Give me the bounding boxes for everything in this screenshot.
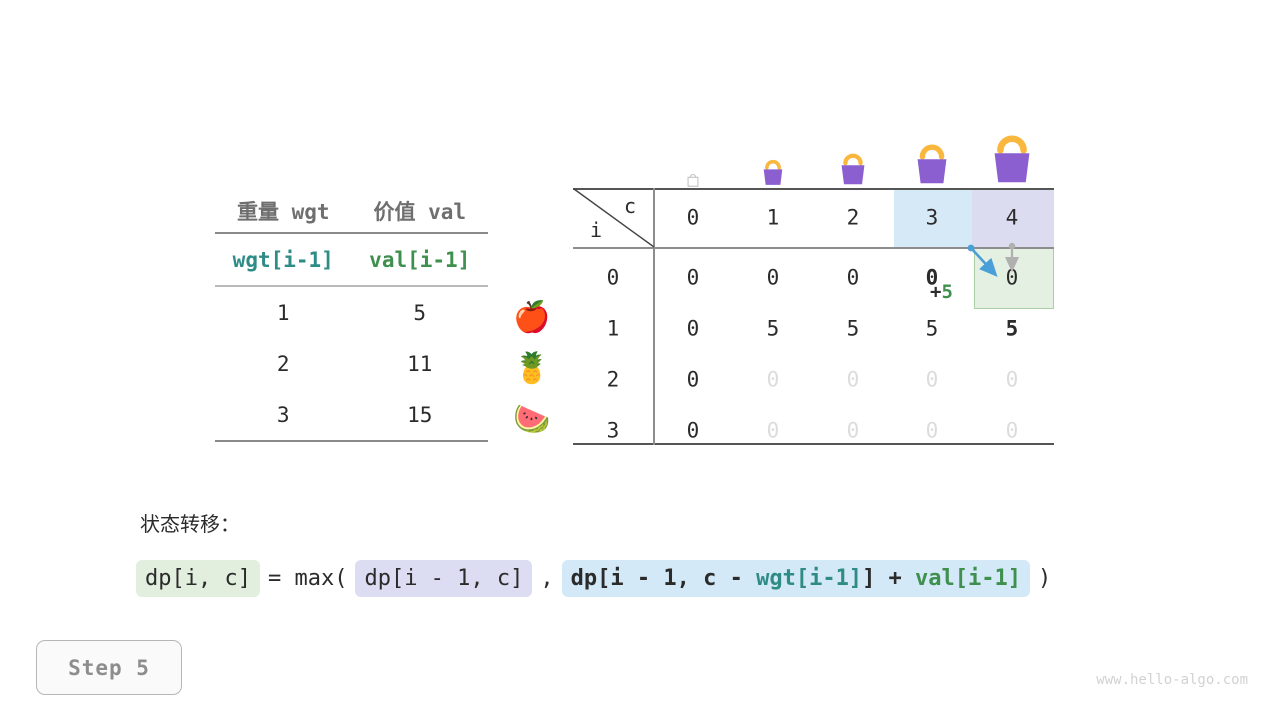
formula-option-1: dp[i - 1, c]: [355, 560, 533, 597]
dp-cell-3-1: 0: [766, 418, 780, 443]
table-row: 2 11: [215, 338, 488, 389]
dp-row-header-1: 1: [606, 316, 620, 341]
dp-col-header-1: 1: [766, 205, 780, 230]
dp-col-header-2: 2: [846, 205, 860, 230]
dp-col-header-0: 0: [686, 205, 700, 230]
items-header-wgt: 重量 wgt: [236, 200, 330, 224]
grid-vertical-rule: [653, 188, 655, 445]
diagonal-divider-icon: [573, 188, 655, 248]
dp-grid: c i 0 1 2 3 4 0 1 2 3 0 0 0 0 0 0 5 5 5 …: [573, 188, 1054, 445]
grid-header-rule: [573, 247, 1054, 249]
bag-icon-capacity-0: [687, 174, 699, 187]
dp-cell-0-2: 0: [846, 265, 860, 290]
pineapple-icon: 🍍: [513, 351, 551, 386]
formula-eq-max: = max(: [267, 566, 348, 591]
bag-icon-capacity-2: [841, 153, 865, 185]
dp-row-header-0: 0: [606, 265, 620, 290]
bag-icon-capacity-4: [994, 135, 1030, 183]
dp-cell-3-2: 0: [846, 418, 860, 443]
dp-col-header-4: 4: [1005, 205, 1019, 230]
item-wgt-1: 1: [276, 300, 290, 325]
dp-cell-2-0: 0: [686, 367, 700, 392]
items-table: 重量 wgt 价值 val wgt[i-1] val[i-1] 1 5 2 11…: [215, 190, 488, 442]
apple-icon: 🍎: [513, 300, 551, 335]
fruit-column: 🍎 🍍 🍉: [508, 292, 556, 445]
item-wgt-2: 2: [276, 351, 290, 376]
caption-state-transition: 状态转移：: [140, 512, 240, 536]
dp-cell-1-4: 5: [1005, 316, 1019, 341]
dp-col-header-3: 3: [925, 205, 939, 230]
transition-annotation: +5: [930, 281, 953, 303]
table-row: 1 5: [215, 286, 488, 338]
watermelon-icon: 🍉: [513, 402, 551, 437]
dp-cell-0-3: 0: [925, 265, 939, 290]
dp-cell-1-0: 0: [686, 316, 700, 341]
dp-cell-2-1: 0: [766, 367, 780, 392]
dp-cell-0-4: 0: [1005, 265, 1019, 290]
item-val-2: 11: [407, 351, 433, 376]
bag-icon-capacity-1: [763, 159, 783, 185]
formula-option-2: dp[i - 1, c - wgt[i-1]] + val[i-1]: [561, 560, 1031, 597]
highlight-cell-0-3: [894, 190, 972, 248]
table-row: 3 15: [215, 389, 488, 441]
watermark: www.hello-algo.com: [1096, 672, 1248, 688]
dp-cell-3-0: 0: [686, 418, 700, 443]
formula-option-2-mid: ] +: [862, 566, 916, 591]
grid-top-rule: [573, 188, 1054, 190]
formula-close-paren: ): [1038, 566, 1052, 591]
formula-option-2-prefix: dp[i - 1, c -: [570, 566, 757, 591]
dp-cell-3-3: 0: [925, 418, 939, 443]
items-subheader-wgt: wgt[i-1]: [232, 247, 334, 272]
item-val-3: 15: [407, 402, 433, 427]
dp-corner-label-c: c: [623, 194, 637, 218]
grid-bottom-rule: [573, 443, 1054, 445]
formula-token-val: val[i-1]: [915, 566, 1022, 591]
dp-cell-2-4: 0: [1005, 367, 1019, 392]
dp-cell-2-3: 0: [925, 367, 939, 392]
items-subheader-val: val[i-1]: [369, 247, 471, 272]
bag-icon-row: [573, 130, 1054, 188]
dp-table: c i 0 1 2 3 4 0 1 2 3 0 0 0 0 0 0 5 5 5 …: [573, 130, 1054, 445]
dp-row-header-3: 3: [606, 418, 620, 443]
formula-target: dp[i, c]: [136, 560, 260, 597]
item-val-1: 5: [413, 300, 427, 325]
state-transition-formula: dp[i, c] = max( dp[i - 1, c] , dp[i - 1,…: [136, 560, 1059, 597]
dp-cell-3-4: 0: [1005, 418, 1019, 443]
formula-token-wgt: wgt[i-1]: [756, 566, 863, 591]
annotation-plus-sign: +: [930, 281, 942, 303]
dp-cell-1-2: 5: [846, 316, 860, 341]
bag-icon-capacity-3: [917, 144, 947, 184]
dp-cell-0-1: 0: [766, 265, 780, 290]
step-badge: Step 5: [36, 640, 182, 695]
dp-cell-1-1: 5: [766, 316, 780, 341]
dp-cell-1-3: 5: [925, 316, 939, 341]
dp-row-header-2: 2: [606, 367, 620, 392]
items-header-val: 价值 val: [373, 200, 467, 224]
dp-corner-label-i: i: [589, 218, 603, 242]
dp-cell-2-2: 0: [846, 367, 860, 392]
annotation-value: 5: [941, 281, 953, 303]
formula-comma: ,: [540, 566, 554, 591]
dp-cell-0-0: 0: [686, 265, 700, 290]
highlight-cell-0-4: [972, 190, 1054, 248]
item-wgt-3: 3: [276, 402, 290, 427]
